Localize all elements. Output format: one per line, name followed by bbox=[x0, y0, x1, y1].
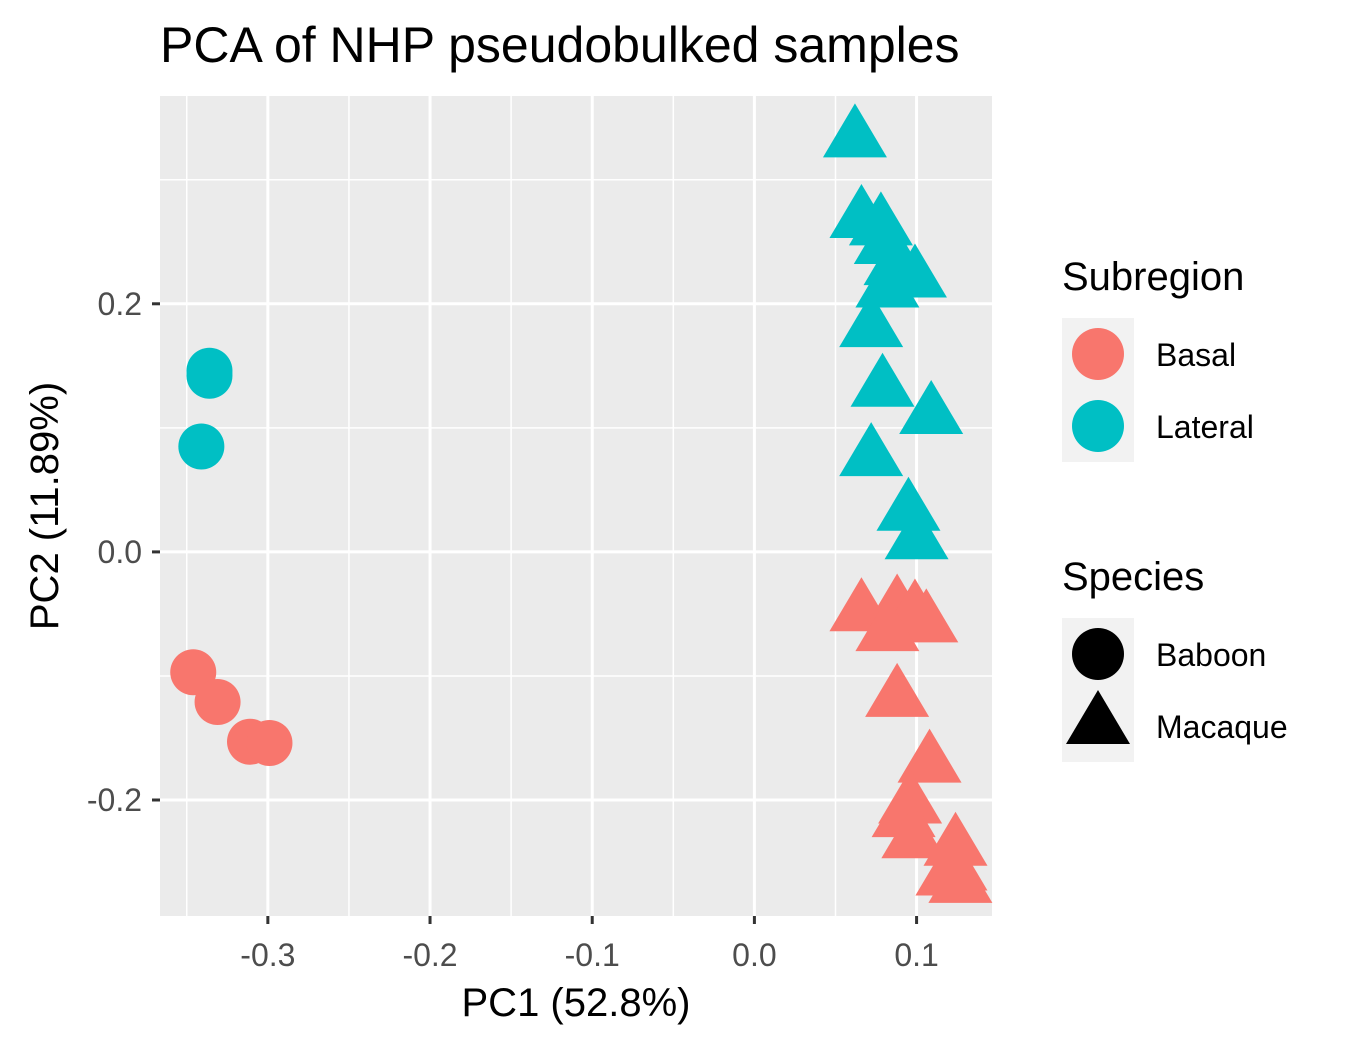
legend-key-basal bbox=[1072, 328, 1124, 380]
point-basal-macaque bbox=[897, 728, 962, 783]
minor-gridlines bbox=[160, 96, 992, 916]
legend-key-macaque bbox=[1066, 690, 1130, 744]
y-tick-label: 0.2 bbox=[98, 286, 142, 322]
point-lateral-macaque bbox=[884, 505, 949, 560]
point-lateral-macaque bbox=[899, 379, 964, 434]
legend-subregion: Subregion Basal Lateral bbox=[1062, 255, 1254, 462]
legend-label-lateral: Lateral bbox=[1156, 409, 1254, 445]
point-basal-macaque bbox=[881, 804, 946, 859]
point-lateral-macaque bbox=[850, 352, 915, 407]
point-basal-macaque bbox=[928, 848, 993, 903]
legend-label-basal: Basal bbox=[1156, 337, 1236, 373]
x-tick-label: -0.1 bbox=[565, 937, 620, 973]
point-lateral-macaque bbox=[839, 293, 904, 348]
point-basal-macaque bbox=[894, 588, 959, 643]
chart-title: PCA of NHP pseudobulked samples bbox=[160, 17, 960, 73]
point-lateral-baboon bbox=[186, 352, 233, 399]
major-gridlines bbox=[160, 96, 992, 916]
legend-key-baboon bbox=[1072, 628, 1124, 680]
x-axis: -0.3 -0.2 -0.1 0.0 0.1 bbox=[240, 916, 939, 973]
point-basal-baboon bbox=[246, 719, 293, 766]
y-tick-label: 0.0 bbox=[98, 534, 142, 570]
legend-species: Species Baboon Macaque bbox=[1062, 555, 1288, 762]
point-basal-baboon bbox=[194, 679, 241, 726]
point-lateral-macaque bbox=[876, 476, 941, 531]
x-tick-label: -0.3 bbox=[240, 937, 295, 973]
y-axis-title: PC2 (11.89%) bbox=[23, 382, 67, 630]
point-lateral-macaque bbox=[839, 422, 904, 477]
data-points bbox=[170, 103, 993, 903]
y-tick-label: -0.2 bbox=[87, 782, 142, 818]
point-lateral-baboon bbox=[178, 423, 225, 470]
legend-label-macaque: Macaque bbox=[1156, 709, 1288, 745]
point-basal-macaque bbox=[855, 597, 920, 652]
legend-label-baboon: Baboon bbox=[1156, 637, 1266, 673]
x-tick-label: 0.1 bbox=[894, 937, 938, 973]
x-axis-title: PC1 (52.8%) bbox=[462, 981, 691, 1025]
x-tick-label: 0.0 bbox=[732, 937, 776, 973]
point-basal-macaque bbox=[865, 662, 930, 717]
point-lateral-macaque bbox=[822, 103, 887, 158]
legend-subregion-title: Subregion bbox=[1062, 255, 1244, 299]
y-axis: -0.2 0.0 0.2 bbox=[87, 286, 160, 818]
x-tick-label: -0.2 bbox=[402, 937, 457, 973]
legend-species-title: Species bbox=[1062, 555, 1204, 599]
legend-key-lateral bbox=[1072, 400, 1124, 452]
